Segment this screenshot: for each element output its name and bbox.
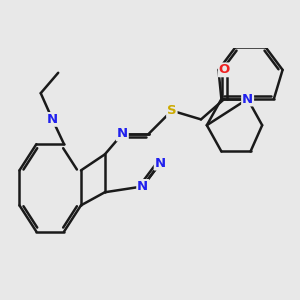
Text: N: N <box>242 92 253 106</box>
Text: N: N <box>47 113 58 126</box>
Text: O: O <box>219 63 230 76</box>
Text: N: N <box>137 180 148 193</box>
Text: N: N <box>154 157 166 169</box>
Text: N: N <box>117 128 128 140</box>
Text: S: S <box>167 104 177 117</box>
